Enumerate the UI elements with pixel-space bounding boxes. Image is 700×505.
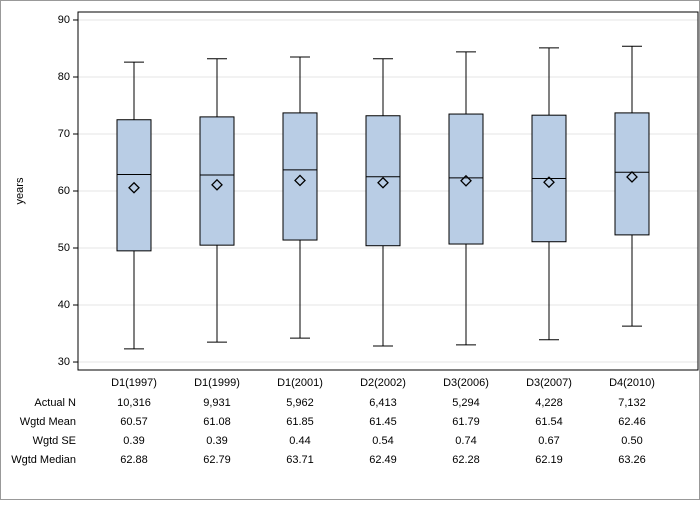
box <box>116 119 152 252</box>
table-cell: 62.46 <box>618 416 646 428</box>
box <box>614 112 650 236</box>
table-cell: 62.79 <box>203 454 231 466</box>
box <box>365 115 401 247</box>
table-cell: 0.67 <box>538 435 559 447</box>
table-cell: 4,228 <box>535 397 563 409</box>
table-cell: 5,962 <box>286 397 314 409</box>
table-cell: 0.39 <box>206 435 227 447</box>
table-cell: 7,132 <box>618 397 646 409</box>
y-axis-label: years <box>14 177 26 204</box>
table-cell: 62.19 <box>535 454 563 466</box>
x-tick-label: D2(2002) <box>360 377 406 389</box>
table-row-label: Wgtd Mean <box>20 416 76 428</box>
mean-marker <box>460 174 472 187</box>
plot-frame <box>77 11 699 371</box>
table-cell: 63.71 <box>286 454 314 466</box>
mean-marker <box>377 176 389 189</box>
mean-marker <box>211 178 223 191</box>
x-tick-label: D4(2010) <box>609 377 655 389</box>
mean-marker <box>626 171 638 183</box>
box <box>199 116 235 246</box>
table-cell: 0.50 <box>621 435 642 447</box>
table-cell: 62.88 <box>120 454 148 466</box>
y-tick-label: 70 <box>58 128 70 140</box>
y-tick-label: 30 <box>58 356 70 368</box>
x-tick-label: D1(1997) <box>111 377 157 389</box>
table-cell: 61.79 <box>452 416 480 428</box>
table-cell: 0.39 <box>123 435 144 447</box>
mean-marker <box>128 181 140 194</box>
table-cell: 9,931 <box>203 397 231 409</box>
box <box>448 113 484 245</box>
table-cell: 61.85 <box>286 416 314 428</box>
table-cell: 0.74 <box>455 435 476 447</box>
y-tick-label: 80 <box>58 71 70 83</box>
table-cell: 62.49 <box>369 454 397 466</box>
y-tick-label: 40 <box>58 299 70 311</box>
table-cell: 0.44 <box>289 435 310 447</box>
table-row-label: Wgtd SE <box>33 435 76 447</box>
table-cell: 62.28 <box>452 454 480 466</box>
table-row-label: Actual N <box>34 397 76 409</box>
table-cell: 5,294 <box>452 397 480 409</box>
table-cell: 61.54 <box>535 416 563 428</box>
box <box>282 112 318 241</box>
y-tick-label: 50 <box>58 242 70 254</box>
y-tick-label: 60 <box>58 185 70 197</box>
table-cell: 10,316 <box>117 397 151 409</box>
table-cell: 60.57 <box>120 416 148 428</box>
table-cell: 6,413 <box>369 397 397 409</box>
x-tick-label: D1(2001) <box>277 377 323 389</box>
x-tick-label: D3(2007) <box>526 377 572 389</box>
table-cell: 61.08 <box>203 416 231 428</box>
table-cell: 0.54 <box>372 435 393 447</box>
x-tick-label: D1(1999) <box>194 377 240 389</box>
table-cell: 63.26 <box>618 454 646 466</box>
x-tick-label: D3(2006) <box>443 377 489 389</box>
mean-marker <box>294 174 306 187</box>
mean-marker <box>543 176 555 189</box>
table-row-label: Wgtd Median <box>11 454 76 466</box>
table-cell: 61.45 <box>369 416 397 428</box>
y-tick-label: 90 <box>58 14 70 26</box>
